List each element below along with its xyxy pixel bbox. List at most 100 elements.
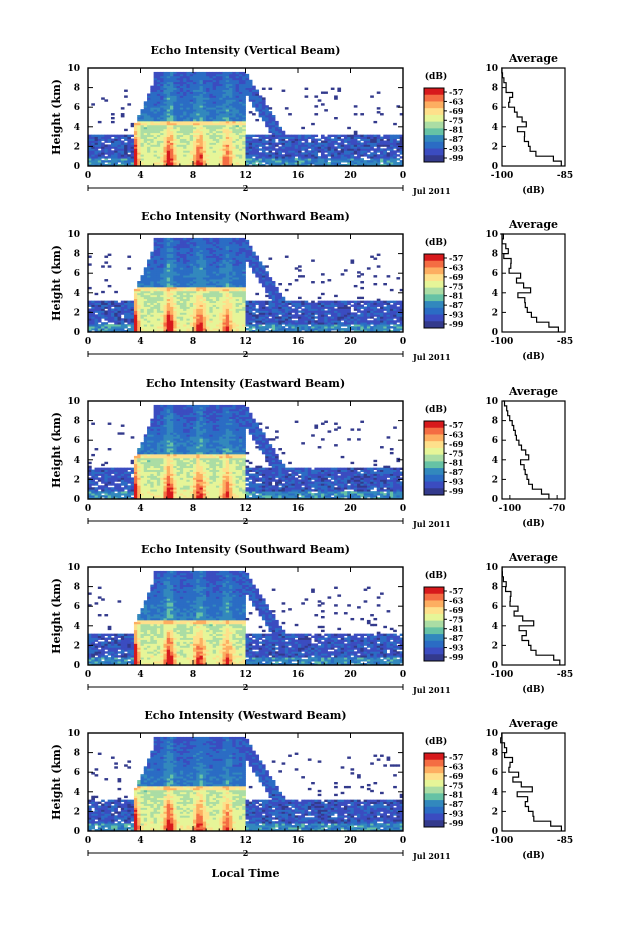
heatmap-cell	[170, 146, 174, 149]
heatmap-cell	[153, 101, 158, 104]
heatmap-cell	[360, 144, 365, 147]
heatmap-cell	[163, 132, 168, 136]
colorbar-tick-label: -63	[449, 96, 464, 106]
heatmap-cell	[399, 136, 404, 139]
heatmap-cell	[170, 115, 174, 118]
heatmap-cell	[340, 160, 345, 163]
heatmap-cell	[127, 255, 132, 258]
heatmap-cell	[232, 150, 237, 153]
heatmap-cell	[94, 144, 99, 147]
heatmap-cell	[163, 237, 168, 241]
heatmap-cell	[376, 140, 381, 143]
heatmap-cell	[252, 154, 256, 157]
heatmap-cell	[173, 103, 177, 106]
heatmap-cell	[278, 156, 282, 159]
heatmap-cell	[166, 122, 171, 126]
heatmap-cell	[353, 146, 358, 149]
heatmap-cell	[206, 79, 210, 83]
heatmap-cell	[320, 150, 325, 153]
heatmap-cell	[255, 292, 260, 296]
heatmap-cell	[235, 79, 240, 83]
heatmap-cell	[252, 150, 256, 153]
heatmap-cell	[238, 126, 243, 130]
heatmap-cell	[225, 158, 230, 161]
heatmap-cell	[311, 144, 315, 147]
heatmap-cell	[209, 71, 214, 75]
heatmap-cell	[193, 81, 197, 85]
heatmap-cell	[255, 152, 260, 155]
heatmap-cell	[209, 93, 214, 96]
heatmap-cell	[94, 310, 99, 313]
heatmap-cell	[104, 160, 109, 163]
heatmap-cell	[110, 328, 115, 331]
heatmap-cell	[124, 134, 128, 137]
heatmap-cell	[238, 136, 243, 139]
heatmap-cell	[252, 101, 256, 104]
heatmap-cell	[183, 101, 187, 104]
heatmap-cell	[393, 150, 397, 153]
heatmap-cell	[357, 152, 361, 155]
heatmap-cell	[199, 152, 204, 155]
heatmap-cell	[196, 130, 200, 134]
heatmap-cell	[255, 95, 260, 98]
heatmap-cell	[337, 152, 342, 155]
heatmap-cell	[324, 164, 328, 167]
heatmap-cell	[209, 107, 214, 110]
heatmap-cell	[281, 296, 286, 300]
heatmap-cell	[140, 113, 145, 116]
heatmap-cell	[209, 79, 214, 83]
heatmap-cell	[225, 83, 230, 87]
heatmap-cell	[183, 158, 187, 161]
heatmap-cell	[363, 146, 368, 149]
heatmap-cell	[229, 120, 233, 124]
heatmap-cell	[235, 75, 240, 79]
heatmap-cell	[324, 150, 328, 153]
heatmap-cell	[320, 144, 325, 147]
heatmap-cell	[380, 164, 384, 167]
heatmap-cell	[170, 93, 174, 96]
heatmap-cell	[225, 160, 230, 163]
heatmap-cell	[153, 105, 158, 108]
heatmap-cell	[242, 103, 246, 106]
heatmap-cell	[91, 304, 95, 307]
heatmap-cell	[393, 134, 397, 137]
heatmap-cell	[179, 79, 184, 83]
heatmap-cell	[215, 87, 220, 90]
heatmap-cell	[265, 105, 269, 108]
heatmap-cell	[393, 122, 397, 126]
heatmap-cell	[143, 128, 148, 132]
heatmap-cell	[209, 81, 214, 85]
heatmap-cell	[88, 322, 92, 325]
heatmap-cell	[156, 134, 161, 137]
heatmap-cell	[130, 158, 135, 161]
heatmap-cell	[229, 160, 233, 163]
heatmap-cell	[183, 120, 187, 124]
heatmap-cell	[255, 255, 260, 258]
heatmap-cell	[396, 164, 401, 167]
heatmap-cell	[278, 148, 282, 151]
heatmap-cell	[150, 136, 155, 139]
heatmap-cell	[245, 83, 250, 87]
heatmap-cell	[150, 122, 155, 126]
heatmap-cell	[366, 160, 371, 163]
heatmap-cell	[275, 130, 279, 134]
colorbar-unit: (dB)	[425, 71, 447, 82]
heatmap-cell	[278, 146, 282, 149]
heatmap-cell	[160, 97, 164, 100]
heatmap-cell	[110, 146, 115, 149]
heatmap-cell	[301, 160, 305, 163]
heatmap-cell	[209, 111, 214, 114]
heatmap-cell	[376, 107, 381, 110]
heatmap-cell	[196, 83, 200, 87]
heatmap-cell	[242, 89, 246, 92]
heatmap-cell	[114, 144, 118, 147]
heatmap-cell	[248, 150, 253, 153]
heatmap-cell	[258, 107, 263, 110]
heatmap-cell	[117, 138, 122, 141]
heatmap-cell	[275, 152, 279, 155]
heatmap-cell	[104, 326, 109, 329]
heatmap-cell	[222, 113, 227, 116]
heatmap-cell	[202, 105, 207, 108]
heatmap-cell	[206, 124, 210, 128]
heatmap-cell	[170, 77, 174, 81]
